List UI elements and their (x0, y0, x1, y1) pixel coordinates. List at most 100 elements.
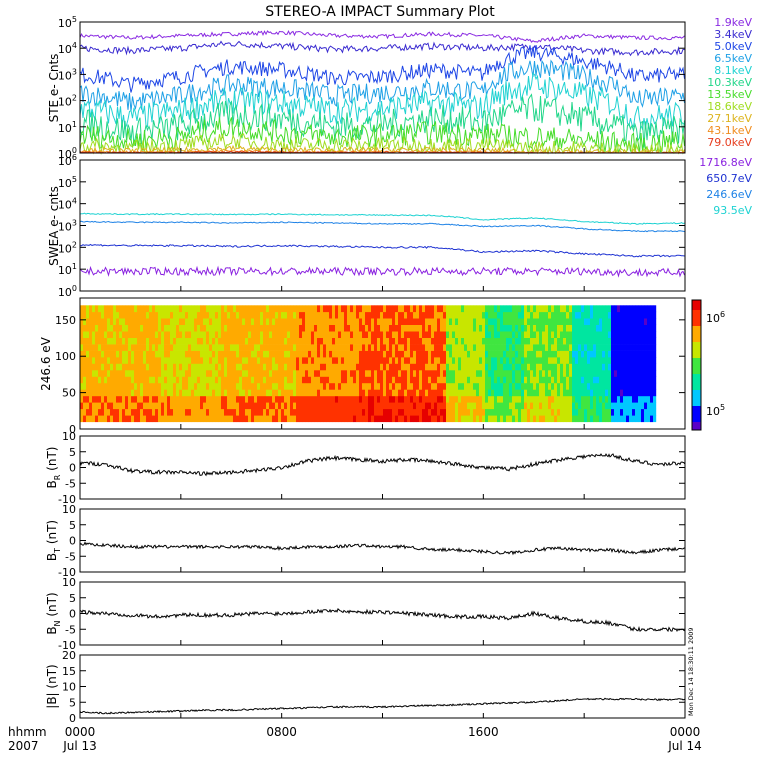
pad-cell (569, 382, 573, 390)
pad-cell (254, 402, 258, 410)
pad-cell (437, 402, 441, 410)
pad-cell (551, 344, 555, 351)
pad-cell (344, 318, 348, 325)
pad-cell (137, 331, 141, 338)
bt-y-tick-label: 0 (69, 535, 76, 548)
pad-cell (473, 363, 477, 371)
pad-cell (341, 350, 345, 358)
pad-cell (113, 415, 117, 423)
pad-cell (140, 363, 144, 371)
pad-cell (326, 402, 330, 410)
pad-cell (563, 370, 567, 377)
pad-cell (155, 324, 159, 332)
pad-cell (143, 376, 147, 384)
pad-cell (593, 357, 597, 364)
pad-cell (284, 363, 288, 371)
pad-cell (548, 415, 552, 423)
colorbar-step (692, 380, 701, 383)
pad-cell (638, 395, 642, 403)
pad-cell (155, 318, 159, 325)
pad-cell (401, 318, 405, 325)
pad-cell (338, 382, 342, 390)
pad-cell (641, 357, 645, 364)
pad-cell (197, 382, 201, 390)
pad-cell (284, 408, 288, 416)
pad-cell (239, 344, 243, 351)
pad-cell (608, 402, 612, 410)
pad-cell (524, 305, 528, 313)
pad-cell (581, 350, 585, 358)
pad-cell (260, 318, 264, 325)
pad-cell (653, 324, 657, 332)
pad-cell (167, 395, 171, 403)
pad-cell (470, 324, 474, 332)
pad-cell (332, 415, 336, 423)
pad-cell (539, 324, 543, 332)
pad-cell (323, 331, 327, 338)
pad-cell (311, 408, 315, 416)
pad-cell (581, 389, 585, 397)
pad-cell (461, 311, 465, 319)
pad-cell (485, 370, 489, 377)
pad-cell (410, 318, 414, 325)
pad-cell (542, 311, 546, 319)
pad-cell (377, 382, 381, 390)
pad-cell (626, 350, 630, 358)
pad-cell (299, 395, 303, 403)
pad-cell (302, 376, 306, 384)
pad-cell (611, 331, 615, 338)
pad-cell (596, 305, 600, 313)
pad-cell (176, 408, 180, 416)
pad-cell (395, 415, 399, 423)
pad-cell (347, 415, 351, 423)
pad-cell (368, 363, 372, 371)
pad-cell (269, 408, 273, 416)
pad-cell (392, 305, 396, 313)
pad-cell (626, 402, 630, 410)
pad-cell (536, 344, 540, 351)
pad-cell (449, 337, 453, 345)
pad-cell (86, 415, 90, 423)
pad-cell (578, 337, 582, 345)
pad-cell (299, 408, 303, 416)
pad-cell (239, 363, 243, 371)
pad-cell (434, 311, 438, 319)
pad-cell (593, 376, 597, 384)
pad-cell (470, 370, 474, 377)
pad-cell (128, 389, 132, 397)
pad-cell (614, 408, 618, 416)
pad-cell (263, 305, 267, 313)
pad-cell (500, 415, 504, 423)
pad-cell (347, 344, 351, 351)
pad-cell (101, 305, 105, 313)
pad-cell (359, 408, 363, 416)
pad-cell (152, 331, 156, 338)
pad-cell (614, 324, 618, 332)
pad-cell (110, 324, 114, 332)
pad-cell (299, 337, 303, 345)
pad-cell (110, 337, 114, 345)
pad-cell (308, 357, 312, 364)
pad-cell (245, 331, 249, 338)
pad-cell (158, 324, 162, 332)
pad-cell (236, 350, 240, 358)
pad-cell (308, 311, 312, 319)
pad-cell (278, 337, 282, 345)
pad-cell (626, 376, 630, 384)
pad-cell (560, 318, 564, 325)
pad-cell (119, 318, 123, 325)
pad-cell (605, 382, 609, 390)
pad-cell (590, 318, 594, 325)
pad-cell (335, 363, 339, 371)
pad-cell (161, 363, 165, 371)
pad-cell (635, 382, 639, 390)
pad-cell (527, 311, 531, 319)
pad-cell (188, 344, 192, 351)
pad-cell (446, 357, 450, 364)
pad-cell (230, 363, 234, 371)
pad-cell (176, 331, 180, 338)
pad-cell (131, 376, 135, 384)
pad-cell (218, 305, 222, 313)
bmag-y-tick-label: 0 (69, 712, 76, 725)
pad-cell (170, 382, 174, 390)
